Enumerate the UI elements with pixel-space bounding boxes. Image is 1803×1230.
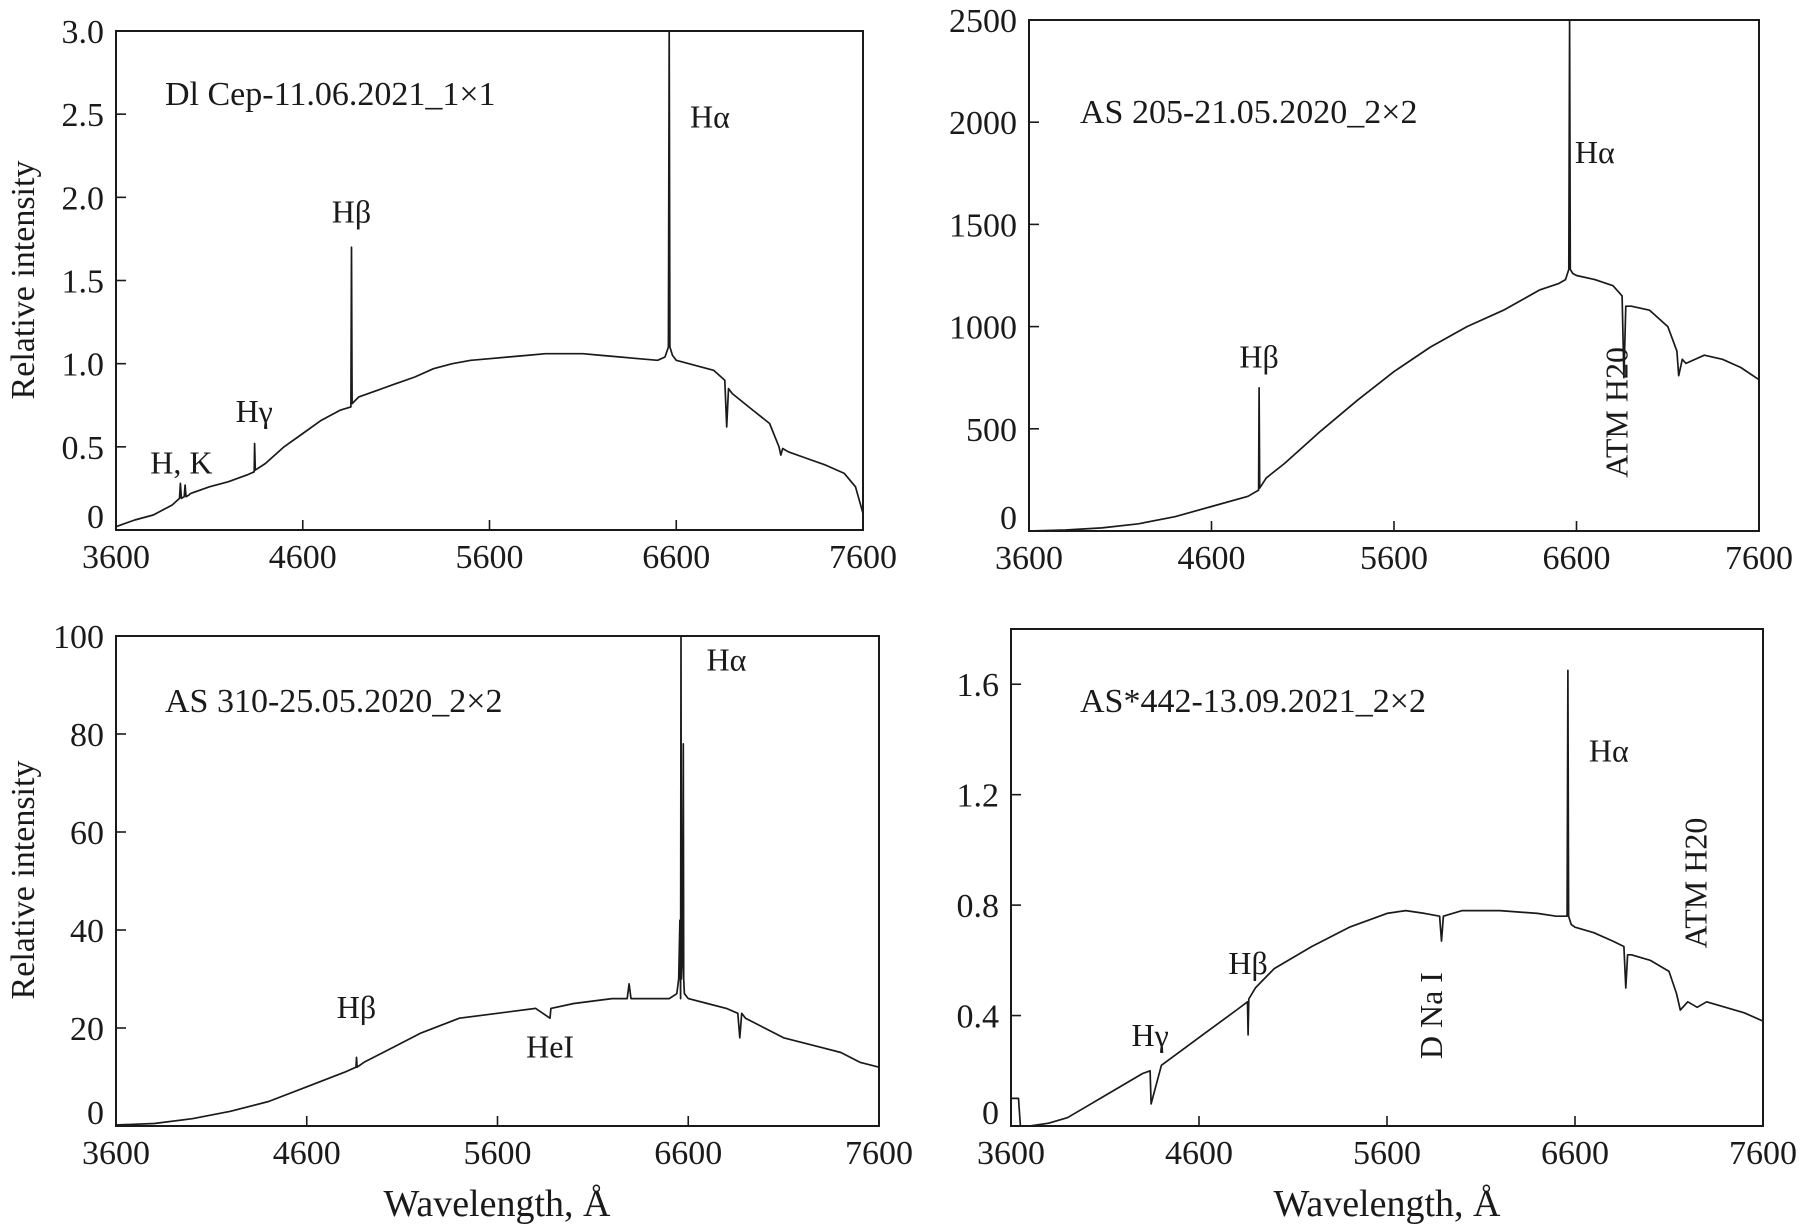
x-tick-label: 7600 (1729, 1135, 1797, 1172)
y-tick-label: 100 (53, 619, 104, 656)
x-tick-label: 5600 (1360, 540, 1428, 577)
y-tick-label: 1.2 (957, 778, 1000, 815)
y-tick-label: 3.0 (62, 14, 105, 51)
x-ticks: 3600 4600 5600 6600 7600 (995, 521, 1793, 577)
x-ticks: 3600 4600 5600 6600 7600 (82, 520, 897, 576)
line-annotation: Hα (1575, 134, 1615, 170)
y-tick-label: 1.0 (62, 347, 105, 384)
x-tick-label: 7600 (845, 1135, 913, 1172)
line-annotation: Hα (690, 99, 730, 135)
annotations: Hγ Hβ D Na I Hα ATM H20 (1131, 733, 1713, 1060)
y-axis-label: Relative intensity (5, 161, 42, 400)
y-tick-label: 0.8 (957, 888, 1000, 925)
x-ticks: 3600 4600 5600 6600 7600 (977, 1116, 1797, 1172)
panel-title: AS 205-21.05.2020_2×2 (1080, 94, 1417, 131)
x-axis-label: Wavelength, Å (1274, 1183, 1502, 1225)
line-annotation: H, K (150, 444, 212, 480)
x-tick-label: 4600 (269, 539, 337, 576)
x-tick-label: 7600 (829, 539, 897, 576)
line-annotation: HeI (526, 1028, 574, 1064)
x-tick-label: 4600 (273, 1135, 341, 1172)
x-tick-label: 7600 (1725, 540, 1793, 577)
x-ticks: 3600 4600 5600 6600 7600 (82, 1116, 913, 1172)
line-annotation: Hα (1589, 733, 1629, 769)
x-tick-label: 6600 (654, 1135, 722, 1172)
x-tick-label: 6600 (642, 539, 710, 576)
x-tick-label: 3600 (995, 540, 1063, 577)
y-tick-label: 2000 (949, 105, 1017, 142)
spectrum-line (1011, 669, 1764, 1127)
y-ticks: 0 0.4 0.8 1.2 1.6 (957, 667, 1021, 1132)
y-tick-label: 0 (1000, 500, 1017, 537)
spectrum-line (115, 635, 880, 1126)
x-tick-label: 3600 (82, 1135, 150, 1172)
line-annotation: Hβ (1239, 339, 1278, 375)
y-tick-label: 1000 (949, 310, 1017, 347)
x-tick-label: 5600 (456, 539, 524, 576)
x-tick-label: 4600 (1165, 1135, 1233, 1172)
y-tick-label: 2500 (949, 3, 1017, 40)
x-tick-label: 5600 (464, 1135, 532, 1172)
line-annotation: Hβ (337, 989, 376, 1025)
x-axis-label: Wavelength, Å (384, 1183, 612, 1225)
y-ticks: 0 20 40 60 80 100 (53, 619, 126, 1132)
y-tick-label: 80 (70, 717, 104, 754)
x-tick-label: 5600 (1353, 1135, 1421, 1172)
line-annotation: ATM H20 (1678, 818, 1714, 949)
annotations: Hβ Hα ATM H20 (1239, 134, 1634, 478)
panel-title: AS*442-13.09.2021_2×2 (1080, 683, 1426, 720)
y-axis-label: Relative intensity (5, 761, 42, 1000)
panel-as-310: AS 310-25.05.2020_2×2 Relative intensity… (5, 619, 913, 1225)
y-ticks: 0 0.5 1.0 1.5 2.0 2.5 3.0 (62, 14, 126, 536)
line-annotation: Hβ (332, 193, 371, 229)
y-tick-label: 500 (966, 412, 1017, 449)
y-tick-label: 0 (87, 499, 104, 536)
x-tick-label: 4600 (1178, 540, 1246, 577)
x-tick-label: 3600 (82, 539, 150, 576)
y-tick-label: 2.0 (62, 180, 105, 217)
y-tick-label: 20 (70, 1011, 104, 1048)
line-annotation: Hγ (236, 393, 273, 429)
annotations: H, K Hγ Hβ Hα (150, 99, 730, 481)
line-annotation: ATM H20 (1599, 347, 1635, 478)
annotations: Hβ HeI Hα (337, 641, 747, 1064)
y-tick-label: 0 (982, 1095, 999, 1132)
panel-title: Dl Cep-11.06.2021_1×1 (165, 76, 496, 113)
x-tick-label: 3600 (977, 1135, 1045, 1172)
y-ticks: 0 500 1000 1500 2000 2500 (949, 3, 1039, 537)
y-tick-label: 1.5 (62, 264, 105, 301)
line-annotation: D Na I (1413, 972, 1449, 1059)
x-tick-label: 6600 (1543, 540, 1611, 577)
panel-dl-cep: Dl Cep-11.06.2021_1×1 Relative intensity… (5, 14, 897, 576)
y-tick-label: 0 (87, 1095, 104, 1132)
line-annotation: Hβ (1228, 945, 1267, 981)
spectrum-line (1028, 19, 1760, 532)
spectrum-line (115, 30, 864, 528)
y-tick-label: 1500 (949, 207, 1017, 244)
y-tick-label: 0.5 (62, 430, 105, 467)
panel-as-205: AS 205-21.05.2020_2×2 3600 4600 5600 6600 76… (949, 3, 1793, 577)
panel-title: AS 310-25.05.2020_2×2 (165, 683, 502, 720)
line-annotation: Hγ (1131, 1017, 1168, 1053)
y-tick-label: 40 (70, 913, 104, 950)
line-annotation: Hα (706, 641, 746, 677)
y-tick-label: 0.4 (957, 999, 1000, 1036)
y-tick-label: 60 (70, 815, 104, 852)
y-tick-label: 2.5 (62, 97, 105, 134)
panel-as-442: AS*442-13.09.2021_2×2 Wavelength, Å 3600… (957, 628, 1797, 1225)
x-tick-label: 6600 (1541, 1135, 1609, 1172)
y-tick-label: 1.6 (957, 667, 1000, 704)
